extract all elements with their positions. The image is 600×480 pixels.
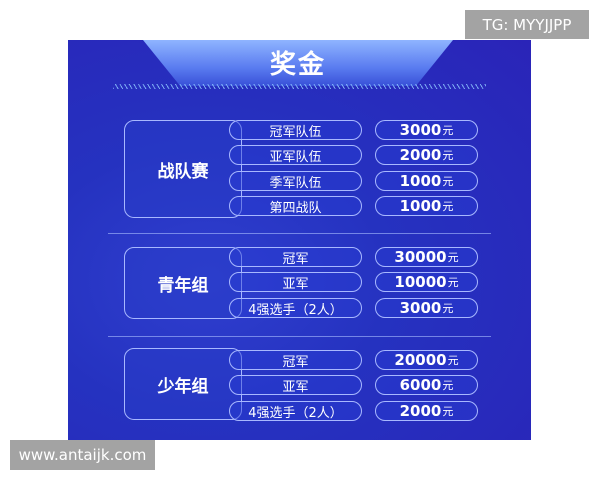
prize-amount: 1000 元 bbox=[375, 196, 478, 216]
currency-unit: 元 bbox=[447, 276, 459, 289]
category-box: 青年组 bbox=[124, 247, 242, 319]
prize-amount: 1000 元 bbox=[375, 171, 478, 191]
amount-value: 30000 bbox=[394, 248, 447, 266]
prize-amount: 2000 元 bbox=[375, 401, 478, 421]
prize-name: 冠军 bbox=[229, 350, 362, 370]
amount-value: 10000 bbox=[394, 273, 447, 291]
prize-name: 第四战队 bbox=[229, 196, 362, 216]
amount-value: 3000 bbox=[399, 121, 442, 139]
prize-name: 季军队伍 bbox=[229, 171, 362, 191]
watermark-tg: TG: MYYJJPP bbox=[465, 10, 589, 39]
prize-amount: 3000 元 bbox=[375, 298, 478, 318]
prize-amount: 3000 元 bbox=[375, 120, 478, 140]
prize-name: 冠军 bbox=[229, 247, 362, 267]
amount-value: 6000 bbox=[399, 376, 442, 394]
amount-value: 2000 bbox=[399, 402, 442, 420]
prize-amount: 30000 元 bbox=[375, 247, 478, 267]
currency-unit: 元 bbox=[442, 149, 454, 162]
title-banner: 奖金 bbox=[143, 40, 453, 86]
amount-value: 3000 bbox=[399, 299, 442, 317]
decorative-stripes bbox=[113, 84, 486, 89]
prize-name: 亚军 bbox=[229, 375, 362, 395]
prize-amount: 10000 元 bbox=[375, 272, 478, 292]
category-box: 战队赛 bbox=[124, 120, 242, 218]
prize-amount: 20000 元 bbox=[375, 350, 478, 370]
amount-value: 20000 bbox=[394, 351, 447, 369]
section-divider bbox=[108, 336, 491, 337]
amount-value: 1000 bbox=[399, 197, 442, 215]
currency-unit: 元 bbox=[442, 302, 454, 315]
prize-name: 4强选手（2人） bbox=[229, 298, 362, 318]
amount-value: 2000 bbox=[399, 146, 442, 164]
prize-name: 4强选手（2人） bbox=[229, 401, 362, 421]
currency-unit: 元 bbox=[447, 251, 459, 264]
section-divider bbox=[108, 233, 491, 234]
amount-value: 1000 bbox=[399, 172, 442, 190]
prize-amount: 2000 元 bbox=[375, 145, 478, 165]
prize-name: 亚军队伍 bbox=[229, 145, 362, 165]
category-box: 少年组 bbox=[124, 348, 242, 420]
currency-unit: 元 bbox=[442, 405, 454, 418]
watermark-url: www.antaijk.com bbox=[10, 440, 155, 470]
poster-title: 奖金 bbox=[269, 50, 326, 80]
prize-amount: 6000 元 bbox=[375, 375, 478, 395]
currency-unit: 元 bbox=[442, 124, 454, 137]
prize-name: 冠军队伍 bbox=[229, 120, 362, 140]
currency-unit: 元 bbox=[447, 354, 459, 367]
currency-unit: 元 bbox=[442, 175, 454, 188]
prize-poster: 奖金 战队赛 冠军队伍 3000 元亚军队伍 2000 元季军队伍 1000 元第四战队 100… bbox=[68, 40, 531, 440]
prize-name: 亚军 bbox=[229, 272, 362, 292]
currency-unit: 元 bbox=[442, 379, 454, 392]
currency-unit: 元 bbox=[442, 200, 454, 213]
